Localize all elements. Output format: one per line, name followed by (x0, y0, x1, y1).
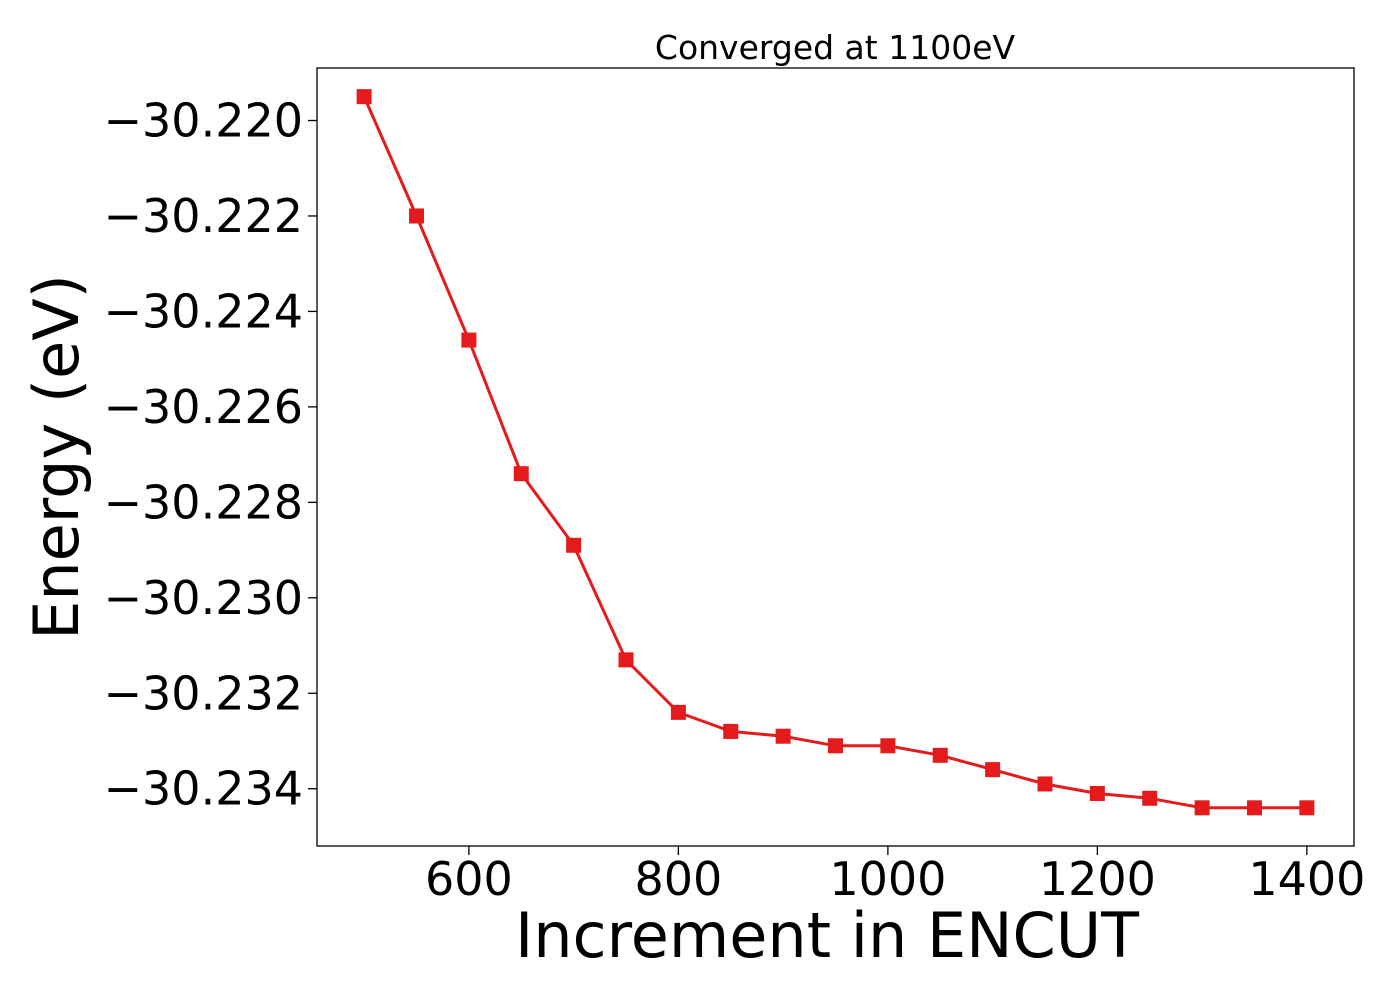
series-layer (356, 89, 1315, 816)
chart-title: Converged at 1100eV (655, 28, 1016, 67)
data-point (1142, 790, 1158, 806)
data-point (723, 723, 739, 739)
y-tick-label: −30.226 (104, 380, 304, 434)
x-tick-label: 1200 (1039, 852, 1156, 906)
y-tick-label: −30.224 (104, 284, 304, 338)
data-point (932, 747, 948, 763)
x-tick-label: 600 (425, 852, 513, 906)
x-axis-title: Increment in ENCUT (515, 899, 1140, 972)
series-line (362, 95, 1307, 810)
data-point (461, 332, 477, 348)
data-point (618, 652, 634, 668)
data-point (513, 466, 529, 482)
x-tick-label: 800 (634, 852, 722, 906)
y-tick-label: −30.230 (104, 571, 304, 625)
y-tick-label: −30.232 (104, 666, 304, 720)
data-point (409, 208, 425, 224)
y-tick-label: −30.220 (104, 94, 304, 148)
data-point (828, 738, 843, 754)
data-point (985, 762, 1001, 778)
data-point (670, 704, 686, 720)
data-point (1194, 800, 1210, 816)
y-tick-label: −30.228 (104, 475, 304, 529)
y-tick-label: −30.222 (104, 189, 304, 243)
plot-frame (316, 67, 1355, 847)
data-point (356, 89, 372, 105)
y-tick-label: −30.234 (104, 762, 304, 816)
y-axis-title: Energy (eV) (20, 274, 93, 640)
y-axis: −30.220 −30.222 −30.224 −30.226 −30.228 −30.2… (104, 94, 317, 816)
data-point (1037, 776, 1053, 792)
data-point (775, 728, 791, 744)
data-point (566, 537, 582, 553)
data-point (880, 738, 896, 754)
data-point (1089, 785, 1105, 801)
x-tick-label: 1000 (829, 852, 946, 906)
data-point (1246, 800, 1262, 816)
x-tick-label: 1400 (1248, 852, 1365, 906)
x-axis: 600 800 1000 1200 1400 (425, 846, 1365, 906)
data-point (1299, 800, 1315, 816)
